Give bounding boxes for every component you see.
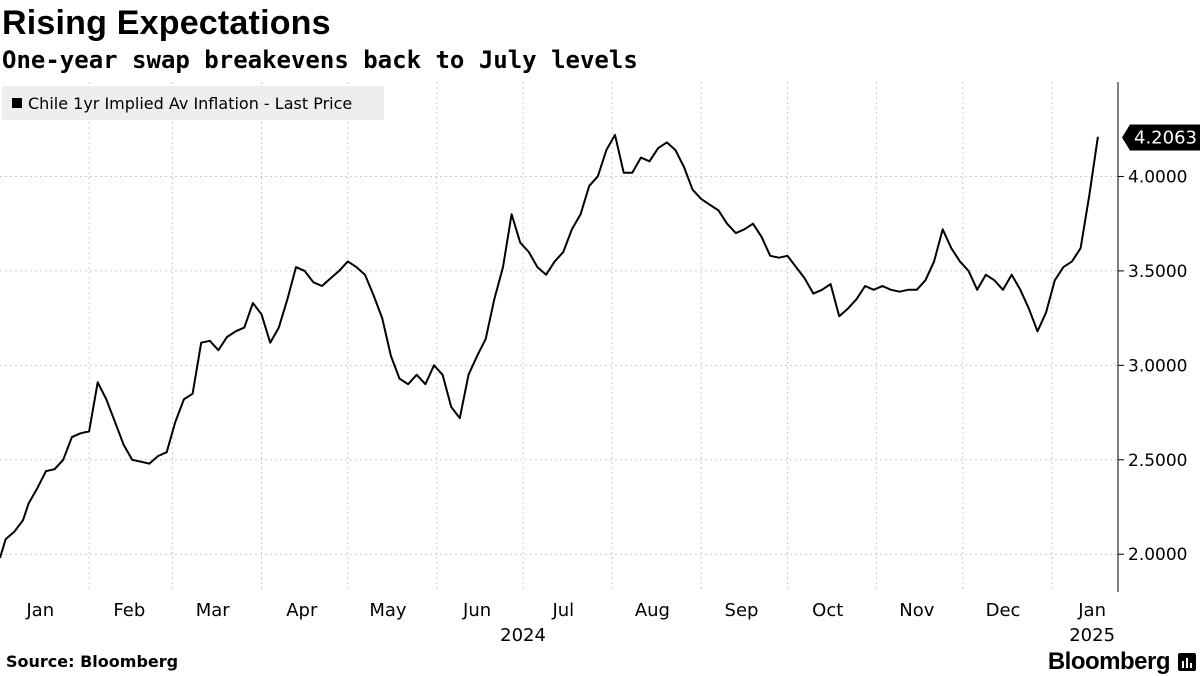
last-value-marker: 4.2063 <box>1122 124 1200 151</box>
legend: Chile 1yr Implied Av Inflation - Last Pr… <box>2 86 384 120</box>
x-tick-label: Jan <box>1077 600 1106 621</box>
x-tick-label: Jul <box>551 600 574 621</box>
x-tick-label: Mar <box>196 600 231 621</box>
grid-lines <box>0 82 1118 592</box>
x-tick-label: Dec <box>986 600 1021 621</box>
x-tick-label: Nov <box>899 600 934 621</box>
last-value-label: 4.2063 <box>1134 127 1197 148</box>
x-tick-label: Sep <box>725 600 759 621</box>
y-tick-label: 4.0000 <box>1128 167 1187 187</box>
chart-subtitle: One-year swap breakevens back to July le… <box>2 46 638 74</box>
chart-title: Rising Expectations <box>2 4 331 42</box>
x-axis: Jan Feb Mar Apr May Jun Jul Aug Sep Oct Nov Dec Jan 2… <box>25 600 1115 646</box>
x-year-label: 2025 <box>1069 625 1115 646</box>
source-note: Source: Bloomberg <box>6 652 179 671</box>
x-tick-label: May <box>369 600 407 621</box>
bloomberg-icon <box>1178 653 1196 671</box>
brand-name: Bloomberg <box>1047 648 1171 675</box>
brand-logo: Bloomberg <box>1048 648 1196 676</box>
legend-swatch <box>12 98 22 108</box>
x-tick-label: Jun <box>462 600 491 621</box>
legend-label: Chile 1yr Implied Av Inflation - Last Pr… <box>28 93 353 113</box>
y-tick-label: 2.5000 <box>1128 451 1187 471</box>
y-axis: 2.0000 2.5000 3.0000 3.5000 4.0000 <box>1117 82 1187 592</box>
y-tick-label: 3.0000 <box>1128 356 1187 376</box>
series-group <box>0 133 1099 559</box>
last-value-tag <box>1122 124 1200 151</box>
x-tick-label: Oct <box>812 600 843 621</box>
x-tick-label: Jan <box>25 600 54 621</box>
x-year-label: 2024 <box>500 625 546 646</box>
x-tick-label: Apr <box>286 600 318 621</box>
series-line <box>0 133 1099 559</box>
x-tick-label: Feb <box>113 600 145 621</box>
y-tick-label: 2.0000 <box>1128 545 1187 565</box>
x-tick-label: Aug <box>635 600 670 621</box>
y-tick-label: 3.5000 <box>1128 262 1187 282</box>
